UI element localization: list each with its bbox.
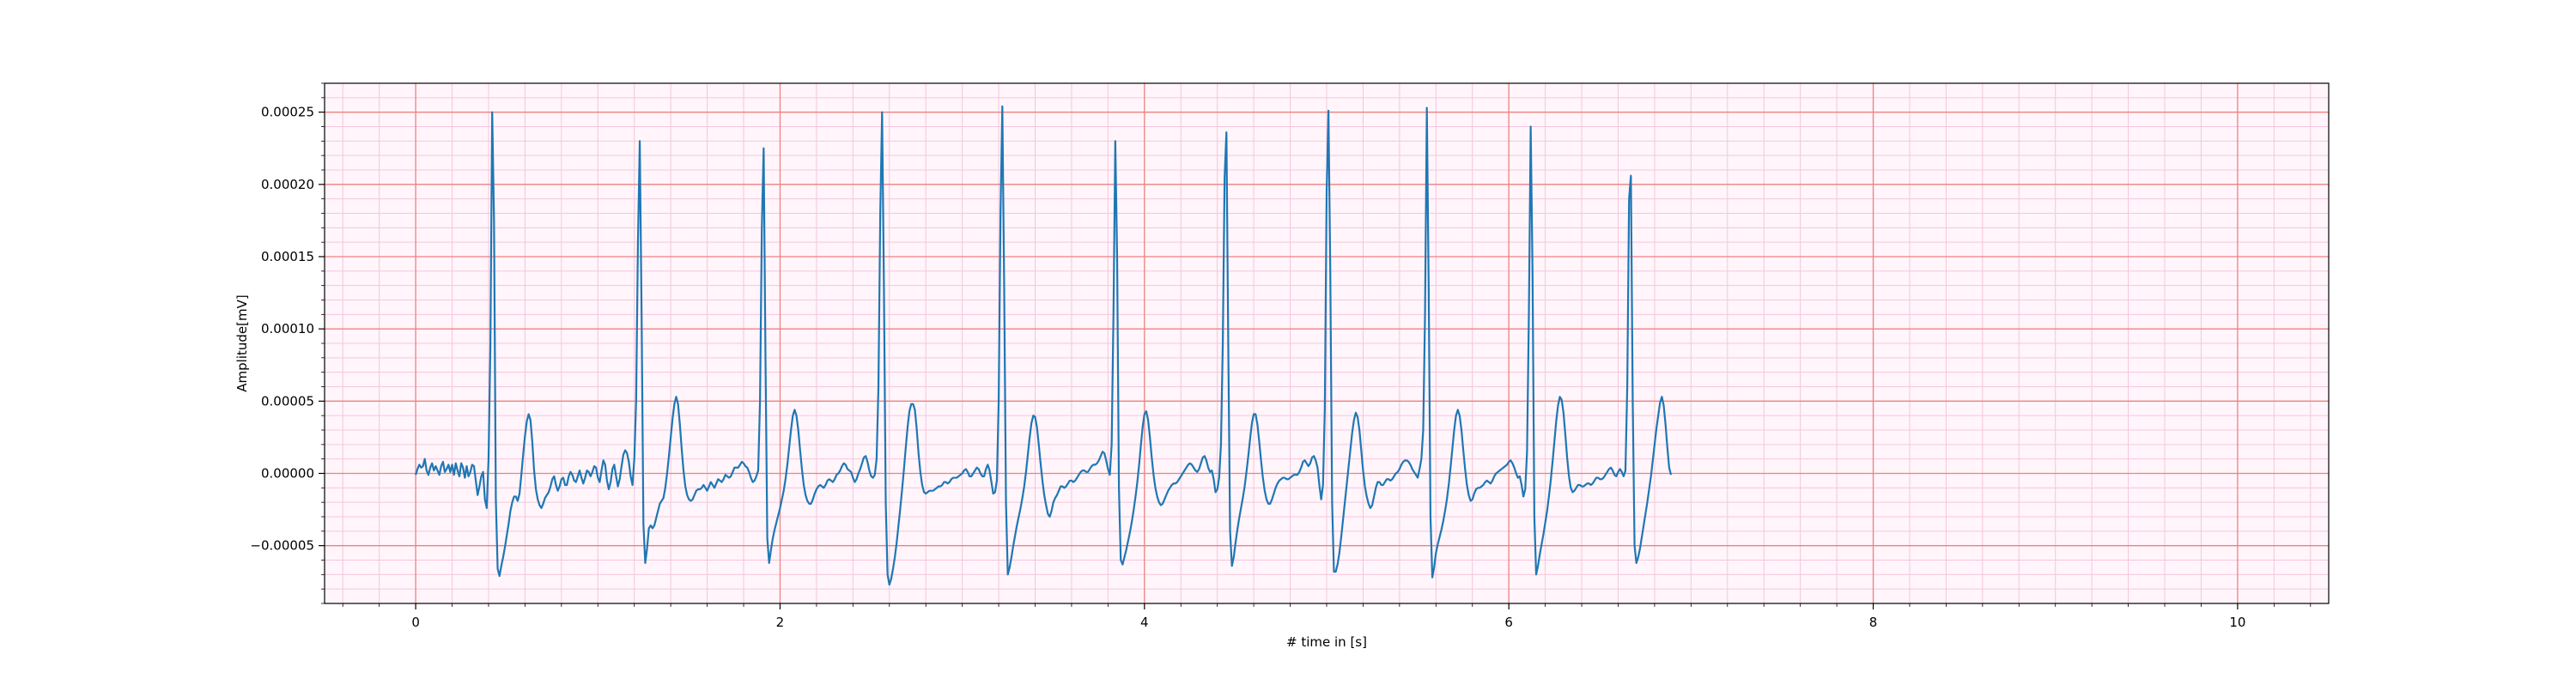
x-tick-label: 2 <box>776 615 785 630</box>
ecg-series-line <box>415 105 1673 586</box>
x-axis-label: # time in [s] <box>1286 634 1367 650</box>
y-tick-label: 0.00005 <box>261 393 314 409</box>
y-axis-label: Amplitude[mV] <box>234 294 250 391</box>
x-tick-label: 8 <box>1869 615 1878 630</box>
y-tick-label: 0.00015 <box>261 249 314 264</box>
y-tick-label: 0.00025 <box>261 105 314 120</box>
x-tick-label: 4 <box>1140 615 1149 630</box>
x-tick-label: 10 <box>2229 615 2245 630</box>
y-tick-label: 0.00020 <box>261 177 314 192</box>
y-tick-label: 0.00000 <box>261 466 314 482</box>
x-tick-label: 6 <box>1504 615 1513 630</box>
x-tick-label: 0 <box>411 615 420 630</box>
y-tick-label: −0.00005 <box>250 538 314 554</box>
y-tick-label: 0.00010 <box>261 321 314 336</box>
